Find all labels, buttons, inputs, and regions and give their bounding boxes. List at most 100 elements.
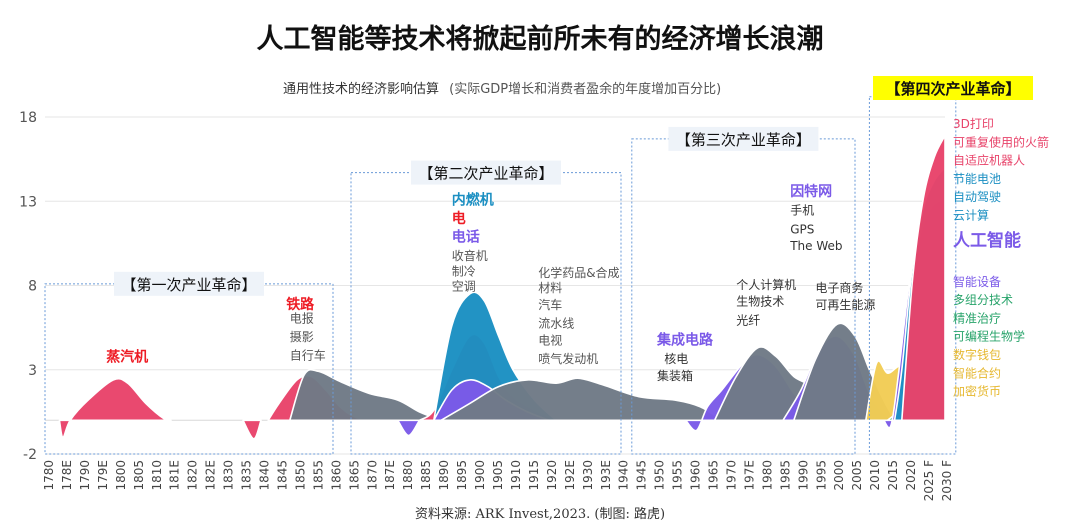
x-tick-label: 1810 <box>150 460 164 491</box>
x-tick-label: 178E <box>60 460 74 491</box>
x-tick-label: 1915 <box>527 460 541 491</box>
series-area <box>397 419 421 437</box>
annotation-label: 因特网 <box>790 183 832 200</box>
chart-subtitle: 通用性技术的经济影响估算 (实际GDP增长和消费者盈余的年度增加百分比) <box>283 81 721 97</box>
era-label: 【第四次产业革命】 <box>885 80 1020 98</box>
series-area <box>901 134 946 422</box>
x-tick-label: 1865 <box>347 460 361 491</box>
x-tick-label: 1895 <box>455 460 469 491</box>
annotation-label: 电视 <box>538 332 562 347</box>
x-tick-label: 1960 <box>689 460 703 491</box>
x-tick-label: 1790 <box>78 460 92 491</box>
x-tick-label: 187E <box>383 460 397 491</box>
x-tick-label: 1890 <box>437 460 451 491</box>
legend-entry: 节能电池 <box>953 172 1001 186</box>
legend-entry: 精准治疗 <box>953 311 1001 325</box>
series-area <box>242 419 262 440</box>
legend-entry: 多组分技术 <box>953 293 1013 307</box>
legend-entry: 加密货币 <box>953 384 1001 399</box>
x-tick-label: 1800 <box>114 460 128 491</box>
x-tick-label: 192E <box>563 460 577 491</box>
y-tick-label: 18 <box>19 110 37 126</box>
era-label: 【第二次产业革命】 <box>418 165 553 183</box>
annotation-label: 内燃机 <box>452 192 494 209</box>
legend-entry: 3D打印 <box>953 117 994 131</box>
x-tick-label: 182E <box>204 460 218 491</box>
era-label-bg <box>668 126 819 151</box>
chart-title: 通用性技术的经济影响估算 <box>283 81 439 97</box>
x-tick-label: 197E <box>742 460 756 491</box>
annotation-label: GPS <box>790 222 814 236</box>
annotation-label: 电话 <box>452 229 480 246</box>
x-tick-label: 1860 <box>329 460 343 491</box>
annotation-label: 喷气发动机 <box>538 351 598 366</box>
era-frame <box>868 96 957 455</box>
annotation-label: 电报 <box>290 311 314 326</box>
x-tick-label: 1780 <box>42 460 56 491</box>
x-tick-label: 1965 <box>707 460 721 491</box>
x-tick-label: 1840 <box>258 460 272 491</box>
legend-entry: 智能设备 <box>953 274 1001 289</box>
y-tick-label: 8 <box>28 279 37 295</box>
y-tick-label: -2 <box>23 447 37 463</box>
legend-entry: 可编程生物学 <box>953 329 1025 344</box>
legend-entry: 自动驾驶 <box>953 189 1001 204</box>
x-tick-label: 1900 <box>473 460 487 491</box>
era-frames: 【第一次产业革命】 【第二次产业革命】 【第三次产业革命】 【第四次产业革命】 <box>44 76 1033 455</box>
x-tick-label: 1940 <box>617 460 631 491</box>
x-tick-label: 193E <box>599 460 613 491</box>
era-label-bg <box>411 160 561 185</box>
x-tick-label: 1930 <box>581 460 595 491</box>
y-tick-label: 3 <box>28 363 37 379</box>
annotation-label: 集装箱 <box>657 368 693 383</box>
annotation-label: 核电 <box>664 352 688 366</box>
x-tick-label: 2015 <box>886 460 900 491</box>
annotation-label: 铁路 <box>286 296 315 313</box>
x-tick-label: 1845 <box>275 460 289 491</box>
annotation-label: 电 <box>452 210 466 227</box>
legend-entry: 云计算 <box>953 208 989 223</box>
x-tick-label: 2025 F <box>922 460 936 501</box>
legend-entry: 智能合约 <box>953 365 1001 380</box>
annotation-label: 可再生能源 <box>815 298 875 312</box>
annotation-label: 制冷 <box>452 264 476 278</box>
annotation-label: 光纤 <box>736 313 760 327</box>
x-tick-label: 1805 <box>132 460 146 491</box>
annotation-label: 流水线 <box>538 317 574 331</box>
legend-entry: 自适应机器人 <box>953 153 1025 168</box>
chart-subtitle-note: (实际GDP增长和消费者盈余的年度增加百分比) <box>449 81 721 97</box>
x-tick-label: 1995 <box>814 460 828 491</box>
era-label: 【第三次产业革命】 <box>676 131 811 149</box>
x-tick-label: 1830 <box>222 460 236 491</box>
series-area <box>58 377 172 438</box>
era-label-bg <box>114 271 264 296</box>
x-tick-label: 1905 <box>491 460 505 491</box>
x-tick-label: 1950 <box>653 460 667 491</box>
x-tick-label: 1990 <box>796 460 810 491</box>
annotation-label: 自行车 <box>290 348 326 363</box>
x-tick-label: 1855 <box>311 460 325 491</box>
x-tick-label: 1955 <box>671 460 685 491</box>
annotation-label: 摄影 <box>290 329 314 344</box>
annotation-label: 材料 <box>538 281 562 295</box>
source-note: 资料来源: ARK Invest,2023. (制图: 路虎) <box>415 506 665 522</box>
annotation-label: The Web <box>789 239 842 253</box>
plot-area <box>58 134 946 440</box>
annotation-label: 集成电路 <box>656 331 714 348</box>
x-tick-label: 1835 <box>240 460 254 491</box>
annotation-label: 个人计算机 <box>736 277 796 292</box>
x-tick-label: 1970 <box>724 460 738 491</box>
annotation-label: 空调 <box>452 280 476 294</box>
x-tick-label: 2005 <box>850 460 864 491</box>
x-tick-label: 2030 F <box>940 460 954 501</box>
x-tick-label: 1910 <box>509 460 523 491</box>
x-tick-label: 2020 <box>904 460 918 491</box>
annotation-label: 蒸汽机 <box>106 348 148 365</box>
annotation-label: 收音机 <box>452 248 488 263</box>
x-tick-label: 181E <box>168 460 182 491</box>
y-axis: -2 3 8 13 18 <box>19 110 37 463</box>
page-title: 人工智能等技术将掀起前所未有的经济增长浪潮 <box>257 23 824 55</box>
annotation-label: 汽车 <box>538 297 562 312</box>
right-legend: 3D打印可重复使用的火箭自适应机器人节能电池自动驾驶云计算人工智能智能设备多组分… <box>953 117 1049 399</box>
